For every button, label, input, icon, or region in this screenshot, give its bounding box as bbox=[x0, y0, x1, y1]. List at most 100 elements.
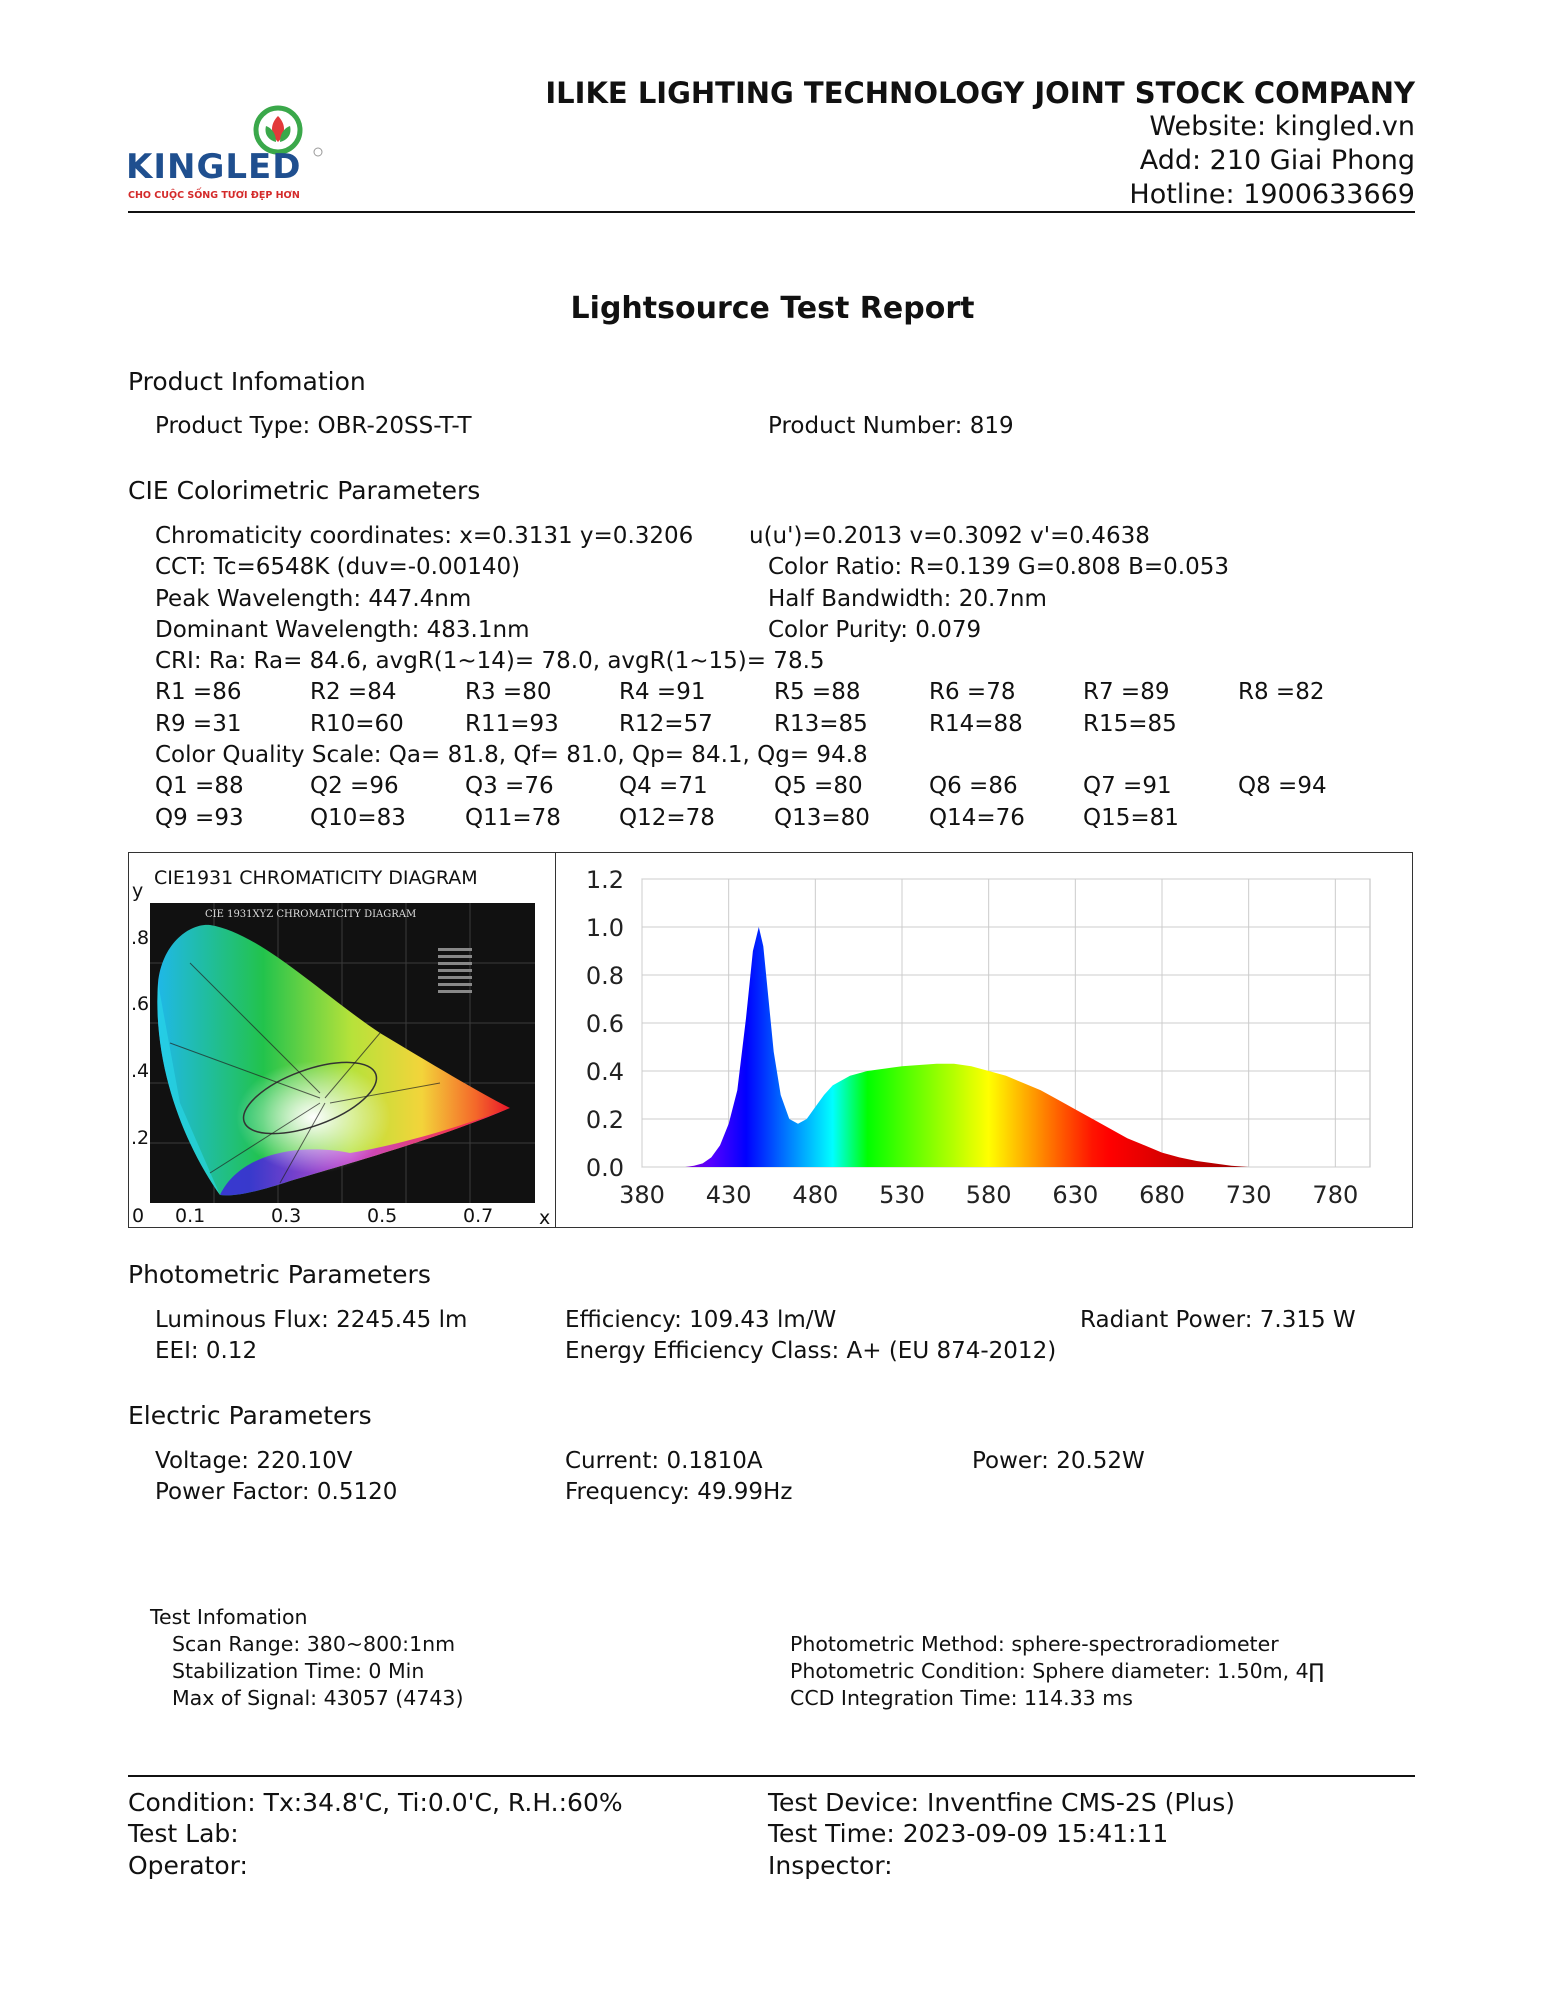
spectrum-area bbox=[685, 927, 1249, 1167]
q-value: Q11=78 bbox=[465, 805, 561, 831]
radiant-power: Radiant Power: 7.315 W bbox=[1080, 1307, 1356, 1333]
x-tick-label: 680 bbox=[1139, 1181, 1185, 1209]
r-value: R6 =78 bbox=[929, 679, 1016, 705]
r-value: R12=57 bbox=[619, 711, 713, 737]
product-type: Product Type: OBR-20SS-T-T bbox=[155, 413, 472, 439]
r-value: R3 =80 bbox=[465, 679, 552, 705]
y-tick-label: 1.2 bbox=[586, 866, 624, 894]
website: Website: kingled.vn bbox=[1149, 111, 1415, 142]
q-value: Q3 =76 bbox=[465, 773, 554, 799]
cie-y-tick: .6 bbox=[131, 993, 150, 1015]
cct: CCT: Tc=6548K (duv=-0.00140) bbox=[155, 554, 521, 580]
q-value: Q4 =71 bbox=[619, 773, 708, 799]
operator: Operator: bbox=[128, 1851, 248, 1880]
x-tick-label: 480 bbox=[792, 1181, 838, 1209]
r-value: R15=85 bbox=[1083, 711, 1177, 737]
cie-x-label: x bbox=[539, 1207, 551, 1229]
logo-tagline: CHO CUỘC SỐNG TƯƠI ĐẸP HƠN bbox=[128, 190, 300, 201]
photometric-method: Photometric Method: sphere-spectroradiom… bbox=[790, 1632, 1279, 1656]
r-value: R8 =82 bbox=[1238, 679, 1325, 705]
eei: EEI: 0.12 bbox=[155, 1338, 258, 1364]
electric-heading: Electric Parameters bbox=[128, 1401, 372, 1430]
q-value: Q13=80 bbox=[774, 805, 870, 831]
r-value: R2 =84 bbox=[310, 679, 397, 705]
q-value: Q6 =86 bbox=[929, 773, 1018, 799]
cie-y-label: y bbox=[132, 880, 144, 902]
x-tick-label: 630 bbox=[1052, 1181, 1098, 1209]
q-value: Q2 =96 bbox=[310, 773, 399, 799]
power: Power: 20.52W bbox=[972, 1448, 1145, 1474]
cie-chromaticity-image: CIE 1931XYZ CHROMATICITY DIAGRAM bbox=[150, 903, 535, 1203]
energy-class: Energy Efficiency Class: A+ (EU 874-2012… bbox=[565, 1338, 1057, 1364]
x-tick-label: 780 bbox=[1312, 1181, 1358, 1209]
cie-y-tick: .2 bbox=[131, 1127, 150, 1149]
company-logo bbox=[126, 104, 336, 204]
r-value: R5 =88 bbox=[774, 679, 861, 705]
header-divider bbox=[128, 211, 1415, 213]
max-signal: Max of Signal: 43057 (4743) bbox=[172, 1686, 464, 1710]
q-value: Q10=83 bbox=[310, 805, 406, 831]
q-value: Q15=81 bbox=[1083, 805, 1179, 831]
q-value: Q9 =93 bbox=[155, 805, 244, 831]
efficiency: Efficiency: 109.43 lm/W bbox=[565, 1307, 837, 1333]
hotline: Hotline: 1900633669 bbox=[1129, 179, 1415, 210]
product-heading: Product Infomation bbox=[128, 367, 366, 396]
ccd-integration-time: CCD Integration Time: 114.33 ms bbox=[790, 1686, 1133, 1710]
test-info-heading: Test Infomation bbox=[150, 1605, 308, 1629]
cie-inner-title: CIE 1931XYZ CHROMATICITY DIAGRAM bbox=[205, 909, 416, 920]
company-name: ILIKE LIGHTING TECHNOLOGY JOINT STOCK CO… bbox=[545, 76, 1415, 110]
r-value: R13=85 bbox=[774, 711, 868, 737]
peak-wavelength: Peak Wavelength: 447.4nm bbox=[155, 586, 472, 612]
luminous-flux: Luminous Flux: 2245.45 lm bbox=[155, 1307, 468, 1333]
address: Add: 210 Giai Phong bbox=[1139, 145, 1415, 176]
color-quality-scale: Color Quality Scale: Qa= 81.8, Qf= 81.0,… bbox=[155, 742, 868, 768]
y-tick-label: 0.8 bbox=[586, 962, 624, 990]
cri: CRI: Ra: Ra= 84.6, avgR(1~14)= 78.0, avg… bbox=[155, 648, 825, 674]
test-lab: Test Lab: bbox=[128, 1819, 239, 1848]
y-tick-label: 0.6 bbox=[586, 1010, 624, 1038]
test-condition: Condition: Tx:34.8'C, Ti:0.0'C, R.H.:60% bbox=[128, 1788, 623, 1817]
r-value: R7 =89 bbox=[1083, 679, 1170, 705]
y-tick-label: 0.4 bbox=[586, 1058, 624, 1086]
q-value: Q5 =80 bbox=[774, 773, 863, 799]
cie-x-tick: 0.3 bbox=[271, 1205, 302, 1227]
y-tick-label: 1.0 bbox=[586, 914, 624, 942]
test-time: Test Time: 2023-09-09 15:41:11 bbox=[768, 1819, 1169, 1848]
x-tick-label: 580 bbox=[966, 1181, 1012, 1209]
q-value: Q12=78 bbox=[619, 805, 715, 831]
cie-heading: CIE Colorimetric Parameters bbox=[128, 476, 481, 505]
spectrum-svg: 0.0 0.2 0.4 0.6 0.8 1.0 1.2 380 430 480 530 580 630 6… bbox=[586, 866, 1371, 1209]
x-tick-label: 530 bbox=[879, 1181, 925, 1209]
dominant-wavelength: Dominant Wavelength: 483.1nm bbox=[155, 617, 530, 643]
q-value: Q8 =94 bbox=[1238, 773, 1327, 799]
photometric-condition: Photometric Condition: Sphere diameter: … bbox=[790, 1659, 1325, 1683]
product-number: Product Number: 819 bbox=[768, 413, 1014, 439]
x-tick-label: 380 bbox=[619, 1181, 665, 1209]
q-value: Q14=76 bbox=[929, 805, 1025, 831]
footer-divider bbox=[128, 1775, 1415, 1777]
x-tick-label: 430 bbox=[706, 1181, 752, 1209]
uv-coordinates: u(u')=0.2013 v=0.3092 v'=0.4638 bbox=[749, 523, 1150, 549]
r-value: R14=88 bbox=[929, 711, 1023, 737]
chromaticity: Chromaticity coordinates: x=0.3131 y=0.3… bbox=[155, 523, 694, 549]
r-value: R4 =91 bbox=[619, 679, 706, 705]
frequency: Frequency: 49.99Hz bbox=[565, 1479, 793, 1505]
y-tick-label: 0.2 bbox=[586, 1106, 624, 1134]
charts-panel bbox=[128, 852, 1413, 1228]
cie-x-tick: 0.5 bbox=[367, 1205, 398, 1227]
r-value: R1 =86 bbox=[155, 679, 242, 705]
x-tick-label: 730 bbox=[1226, 1181, 1272, 1209]
r-value: R10=60 bbox=[310, 711, 404, 737]
color-purity: Color Purity: 0.079 bbox=[768, 617, 982, 643]
scan-range: Scan Range: 380~800:1nm bbox=[172, 1632, 456, 1656]
q-value: Q7 =91 bbox=[1083, 773, 1172, 799]
stabilization-time: Stabilization Time: 0 Min bbox=[172, 1659, 425, 1683]
cie-y-tick: .8 bbox=[131, 927, 150, 949]
cie-x-tick: 0.1 bbox=[175, 1205, 206, 1227]
photometric-heading: Photometric Parameters bbox=[128, 1260, 431, 1289]
cie-y-tick: .4 bbox=[131, 1060, 150, 1082]
y-tick-label: 0.0 bbox=[586, 1154, 624, 1182]
r-value: R9 =31 bbox=[155, 711, 242, 737]
test-device: Test Device: Inventfine CMS-2S (Plus) bbox=[768, 1788, 1236, 1817]
cie-diagram-box bbox=[128, 852, 556, 1228]
